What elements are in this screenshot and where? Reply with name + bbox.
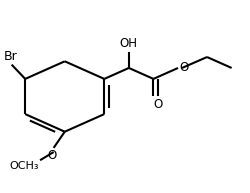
Text: Br: Br bbox=[4, 50, 17, 63]
Text: O: O bbox=[48, 149, 57, 162]
Text: OH: OH bbox=[120, 37, 138, 50]
Text: OCH₃: OCH₃ bbox=[9, 161, 39, 171]
Text: O: O bbox=[153, 98, 162, 111]
Text: O: O bbox=[179, 61, 188, 74]
